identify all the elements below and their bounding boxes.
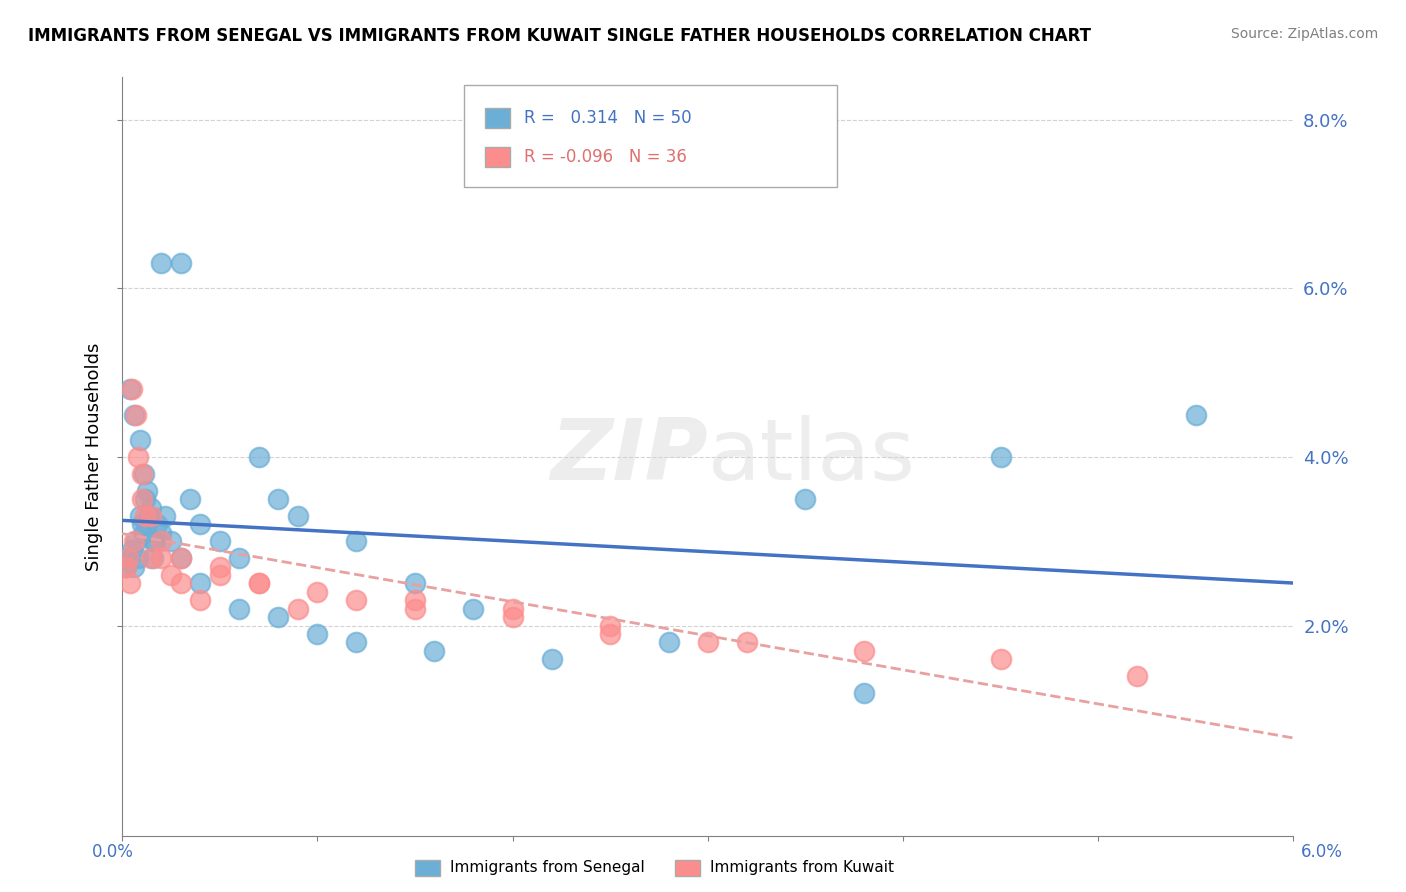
Point (136, 517, 159, 532)
Point (658, 635, 681, 649)
Point (160, 534, 183, 549)
Point (153, 508, 176, 523)
Point (146, 517, 169, 532)
Point (599, 618, 621, 632)
Point (463, 601, 485, 615)
Point (131, 492, 153, 507)
Point (117, 551, 139, 566)
Point (138, 508, 160, 523)
Point (169, 256, 191, 270)
Point (141, 508, 163, 523)
Point (179, 492, 201, 507)
Point (122, 534, 145, 549)
Point (794, 492, 817, 507)
Point (134, 508, 156, 523)
Point (132, 467, 155, 481)
Point (852, 644, 875, 658)
Point (150, 256, 173, 270)
Point (344, 534, 367, 549)
Point (267, 492, 290, 507)
Point (143, 534, 166, 549)
Point (128, 508, 150, 523)
Point (150, 551, 173, 566)
Point (122, 408, 145, 422)
Point (142, 551, 165, 566)
Point (160, 568, 183, 582)
Point (404, 593, 426, 607)
Point (1185, 408, 1208, 422)
Point (344, 635, 367, 649)
Point (125, 408, 148, 422)
Text: R = -0.096   N = 36: R = -0.096 N = 36 (524, 148, 688, 166)
Point (150, 534, 173, 549)
Point (599, 627, 621, 641)
Point (188, 593, 211, 607)
Point (990, 450, 1012, 464)
Point (423, 644, 446, 658)
Point (141, 500, 163, 515)
Point (990, 652, 1012, 666)
Y-axis label: Single Father Households: Single Father Households (86, 343, 103, 571)
Point (127, 450, 149, 464)
Text: IMMIGRANTS FROM SENEGAL VS IMMIGRANTS FROM KUWAIT SINGLE FATHER HOUSEHOLDS CORRE: IMMIGRANTS FROM SENEGAL VS IMMIGRANTS FR… (28, 27, 1091, 45)
Point (1126, 669, 1149, 683)
Point (208, 534, 231, 549)
Point (169, 576, 191, 591)
Point (735, 635, 758, 649)
Point (128, 433, 150, 447)
Point (208, 568, 231, 582)
Point (117, 551, 139, 566)
Point (131, 517, 153, 532)
Point (307, 627, 329, 641)
Text: 6.0%: 6.0% (1301, 843, 1343, 861)
Point (125, 534, 148, 549)
Text: Immigrants from Senegal: Immigrants from Senegal (450, 861, 645, 875)
Point (287, 508, 309, 523)
Point (121, 383, 143, 397)
Point (115, 559, 138, 574)
Point (131, 467, 153, 481)
Point (118, 383, 141, 397)
Point (188, 576, 211, 591)
Point (134, 492, 156, 507)
Point (404, 601, 426, 615)
Point (169, 551, 191, 566)
Point (852, 686, 875, 700)
Point (247, 576, 270, 591)
Point (121, 542, 143, 557)
Point (344, 593, 367, 607)
Text: 0.0%: 0.0% (91, 843, 134, 861)
Point (247, 450, 270, 464)
Point (404, 576, 426, 591)
Point (127, 551, 149, 566)
Text: ZIP: ZIP (550, 416, 707, 499)
Point (136, 483, 159, 498)
Point (188, 517, 211, 532)
Point (141, 551, 163, 566)
Point (228, 551, 250, 566)
Text: Source: ZipAtlas.com: Source: ZipAtlas.com (1230, 27, 1378, 41)
Text: Immigrants from Kuwait: Immigrants from Kuwait (710, 861, 894, 875)
Point (228, 601, 250, 615)
Point (696, 635, 718, 649)
Point (267, 610, 290, 624)
Point (247, 576, 270, 591)
Point (132, 525, 155, 540)
Point (208, 559, 231, 574)
Point (540, 652, 562, 666)
Point (115, 559, 138, 574)
Point (502, 601, 524, 615)
Point (150, 525, 173, 540)
Point (287, 601, 309, 615)
Point (307, 585, 329, 599)
Point (502, 610, 524, 624)
Point (169, 551, 191, 566)
Text: R =   0.314   N = 50: R = 0.314 N = 50 (524, 109, 692, 127)
Text: atlas: atlas (707, 416, 915, 499)
Point (118, 576, 141, 591)
Point (142, 534, 165, 549)
Point (122, 559, 145, 574)
